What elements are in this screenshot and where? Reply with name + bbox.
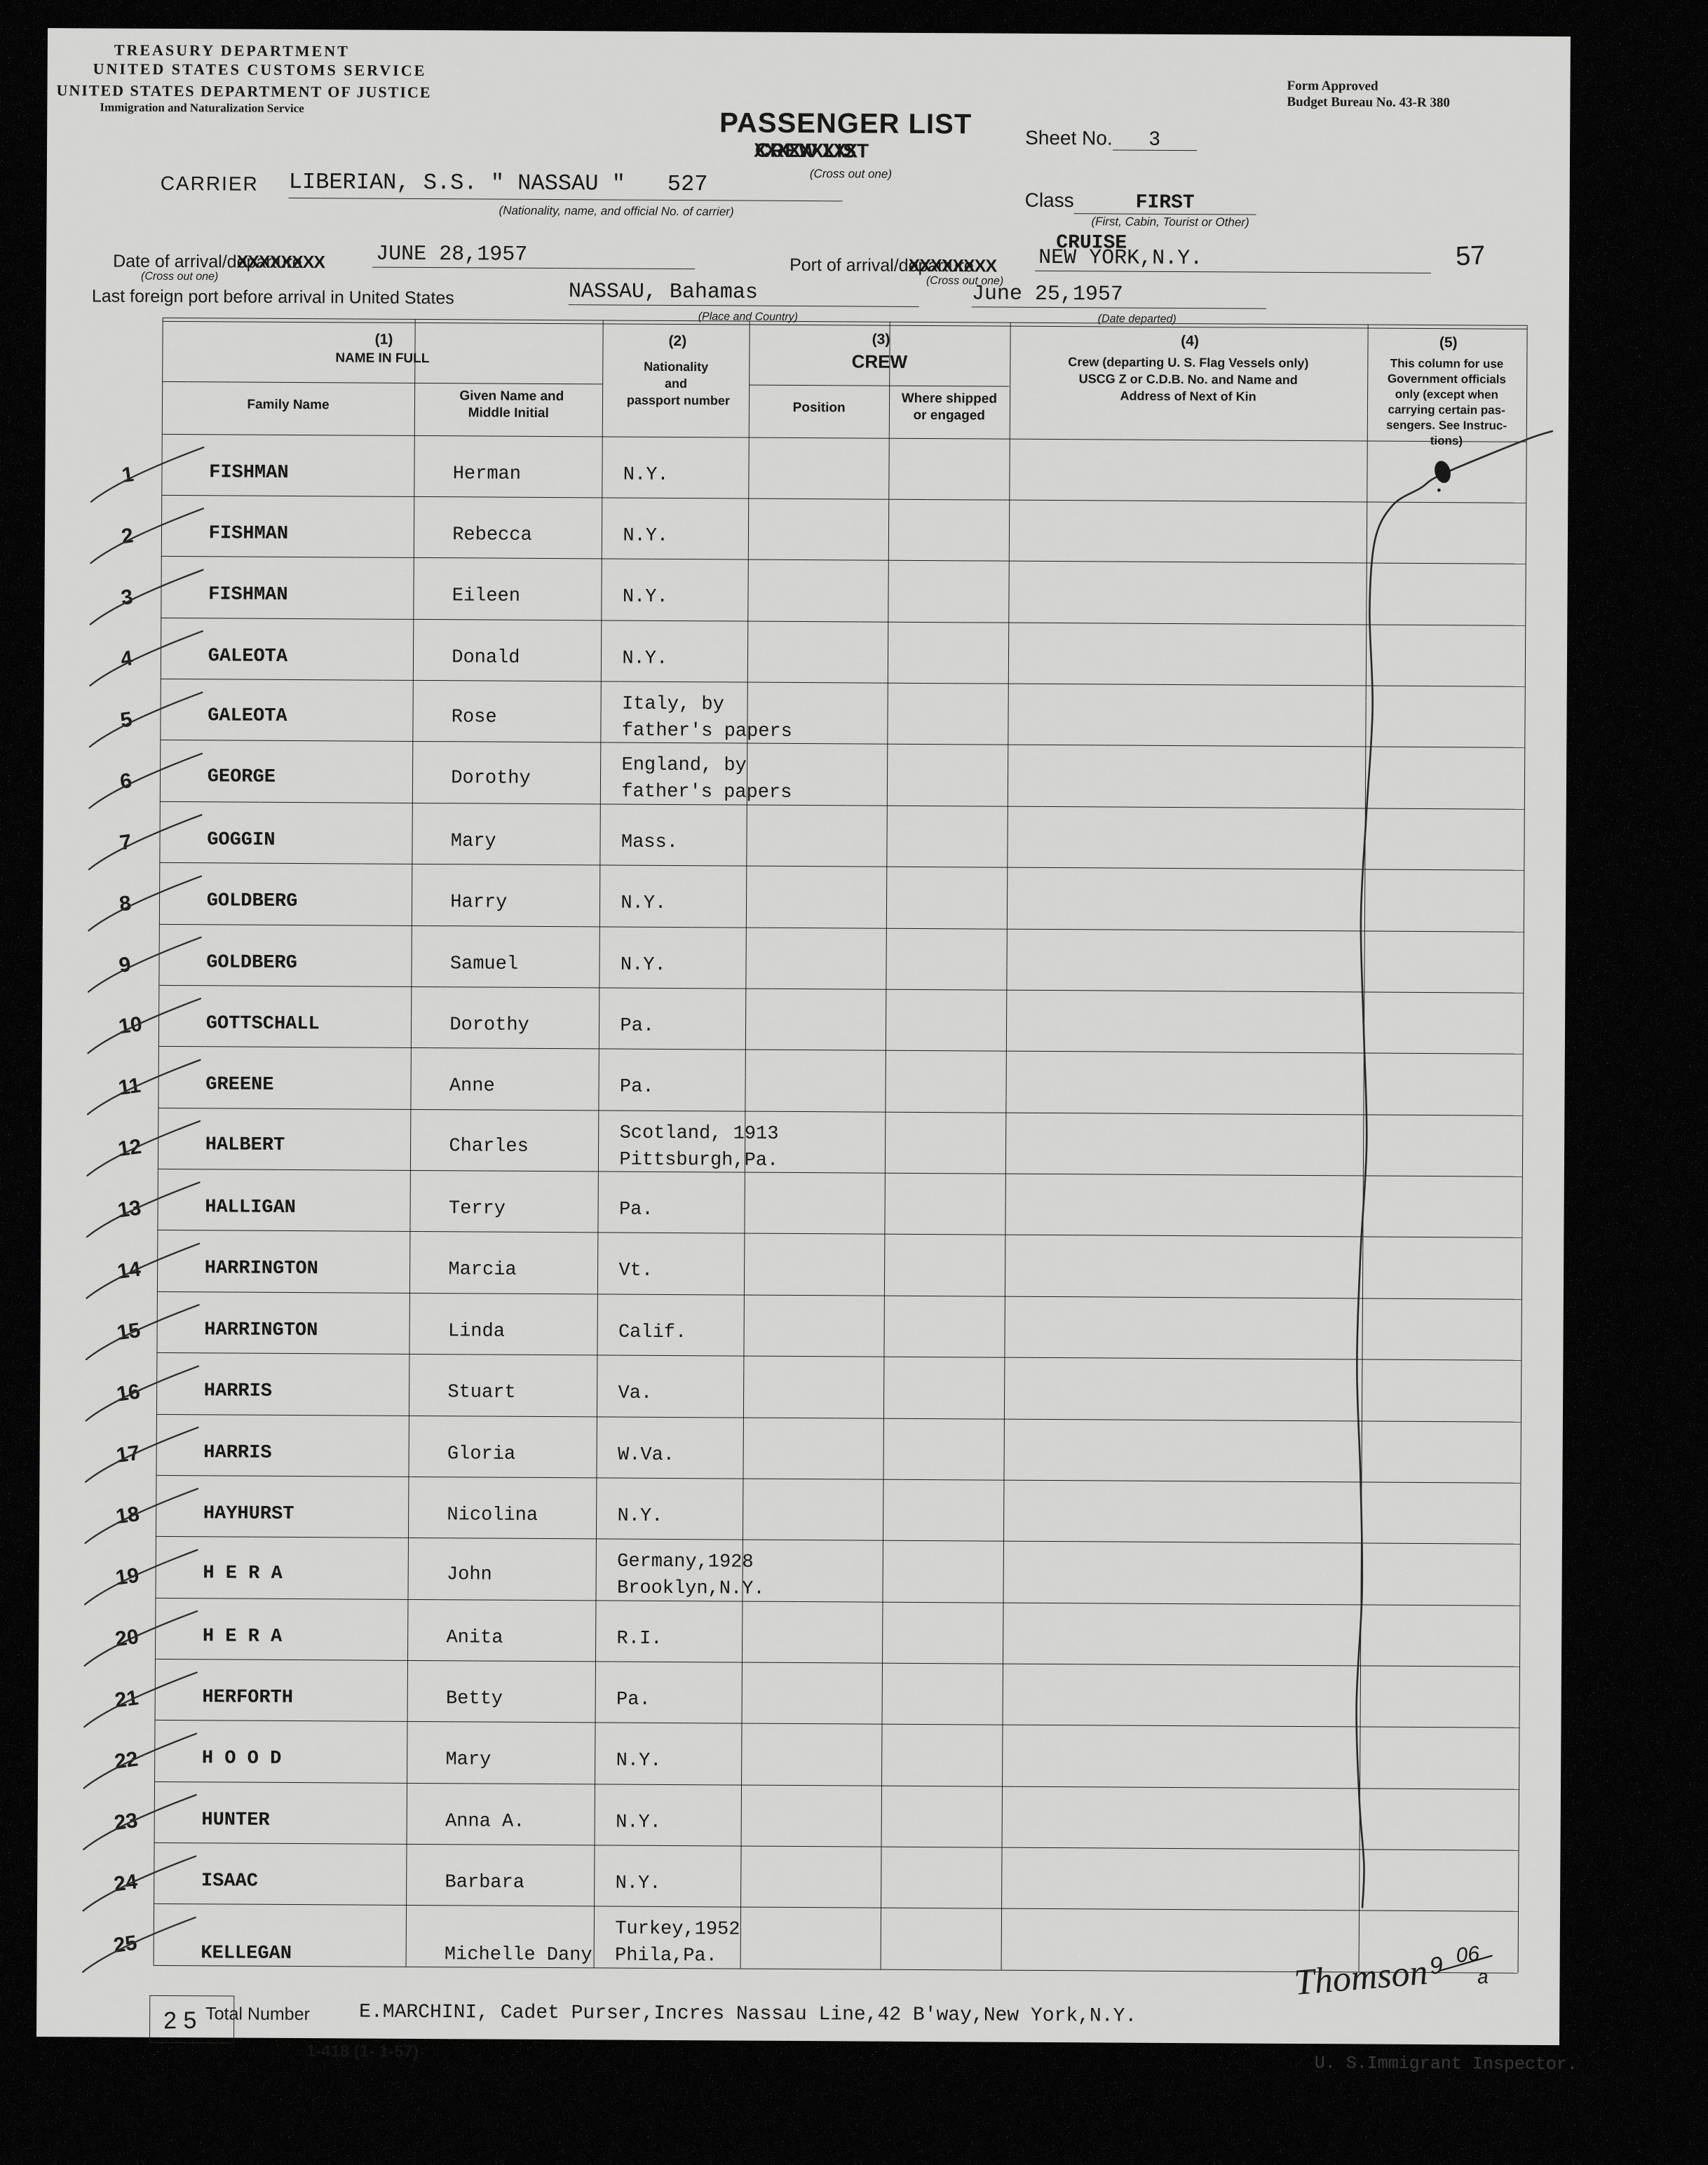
svg-text:21: 21 bbox=[114, 1686, 140, 1712]
svg-text:17: 17 bbox=[115, 1441, 141, 1467]
svg-text:9: 9 bbox=[118, 953, 133, 977]
svg-text:9: 9 bbox=[1428, 1952, 1445, 1980]
svg-text:23: 23 bbox=[113, 1809, 139, 1835]
svg-text:6: 6 bbox=[118, 769, 133, 794]
svg-text:12: 12 bbox=[116, 1135, 142, 1161]
svg-text:16: 16 bbox=[115, 1380, 141, 1406]
svg-text:4: 4 bbox=[119, 646, 134, 671]
svg-text:5: 5 bbox=[119, 708, 134, 733]
svg-text:24: 24 bbox=[112, 1870, 139, 1896]
svg-text:8: 8 bbox=[118, 892, 133, 916]
svg-text:25: 25 bbox=[112, 1932, 138, 1957]
svg-text:06: 06 bbox=[1455, 1942, 1481, 1967]
svg-text:11: 11 bbox=[117, 1074, 142, 1100]
svg-text:3: 3 bbox=[120, 585, 135, 610]
svg-text:15: 15 bbox=[116, 1319, 142, 1345]
svg-text:13: 13 bbox=[116, 1196, 142, 1222]
svg-text:18: 18 bbox=[114, 1502, 140, 1528]
svg-text:10: 10 bbox=[117, 1012, 143, 1038]
svg-text:a: a bbox=[1477, 1965, 1489, 1988]
svg-text:20: 20 bbox=[114, 1625, 140, 1651]
svg-text:Thomson: Thomson bbox=[1293, 1953, 1430, 2003]
svg-text:2: 2 bbox=[120, 524, 135, 548]
svg-text:14: 14 bbox=[116, 1258, 142, 1284]
svg-text:7: 7 bbox=[118, 830, 133, 855]
svg-text:19: 19 bbox=[114, 1563, 140, 1589]
svg-text:22: 22 bbox=[113, 1748, 139, 1774]
svg-text:1: 1 bbox=[121, 463, 135, 487]
